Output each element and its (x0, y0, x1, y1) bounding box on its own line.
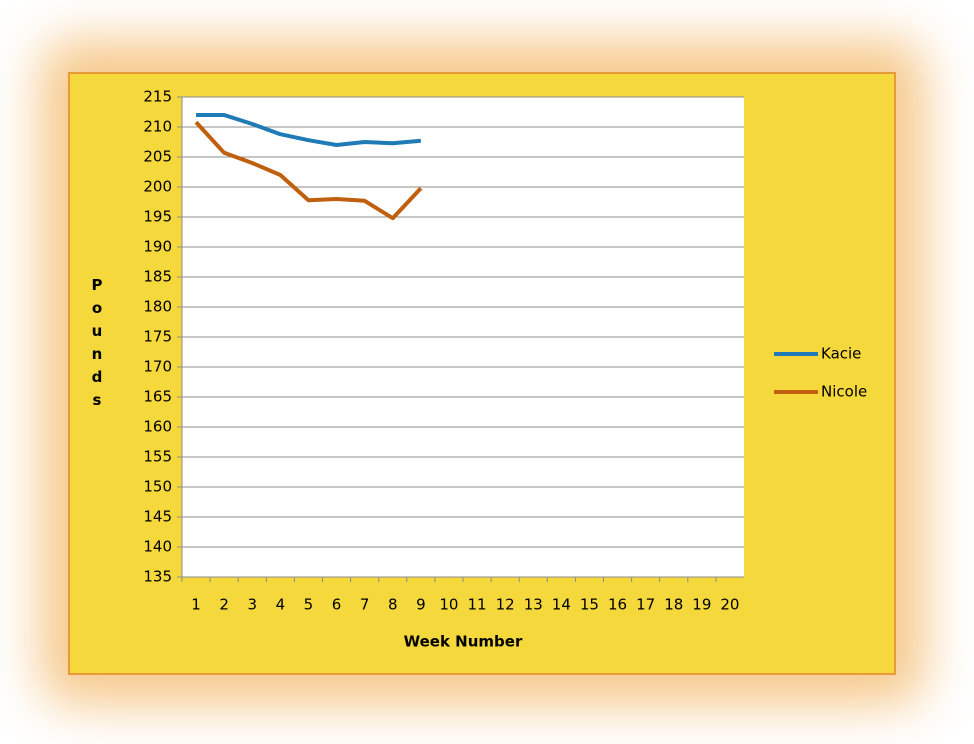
y-tick-label: 200 (143, 178, 172, 196)
x-tick-label: 20 (720, 596, 739, 614)
y-tick-label: 140 (143, 538, 172, 556)
y-axis-title: Pounds (88, 276, 106, 414)
y-tick-label: 155 (143, 448, 172, 466)
y-tick-label: 185 (143, 268, 172, 286)
y-tick-label: 205 (143, 148, 172, 166)
x-tick-label: 14 (552, 596, 571, 614)
y-tick-label: 170 (143, 358, 172, 376)
x-tick-label: 12 (496, 596, 515, 614)
x-tick-label: 4 (276, 596, 286, 614)
x-tick-label: 15 (580, 596, 599, 614)
x-tick-label: 18 (664, 596, 683, 614)
x-tick-label: 10 (439, 596, 458, 614)
y-tick-label: 150 (143, 478, 172, 496)
x-tick-label: 6 (332, 596, 342, 614)
x-tick-label: 11 (468, 596, 487, 614)
legend-label: Kacie (821, 345, 861, 363)
x-tick-label: 19 (692, 596, 711, 614)
x-tick-label: 3 (247, 596, 257, 614)
x-tick-label: 16 (608, 596, 627, 614)
legend-label: Nicole (821, 383, 867, 401)
y-tick-label: 190 (143, 238, 172, 256)
series-line (196, 113, 422, 147)
x-tick-label: 2 (219, 596, 229, 614)
x-axis-title: Week Number (404, 633, 523, 651)
y-tick-label: 175 (143, 328, 172, 346)
y-tick-label: 195 (143, 208, 172, 226)
y-tick-label: 210 (143, 118, 172, 136)
series-line (194, 120, 423, 221)
x-tick-label: 7 (360, 596, 370, 614)
x-tick-label: 1 (191, 596, 201, 614)
x-tick-label: 8 (388, 596, 398, 614)
x-tick-label: 9 (416, 596, 426, 614)
y-tick-label: 145 (143, 508, 172, 526)
y-tick-label: 180 (143, 298, 172, 316)
x-tick-label: 5 (304, 596, 314, 614)
x-tick-label: 13 (524, 596, 543, 614)
y-tick-label: 135 (143, 568, 172, 586)
x-tick-label: 17 (636, 596, 655, 614)
y-tick-label: 165 (143, 388, 172, 406)
y-tick-label: 160 (143, 418, 172, 436)
y-tick-label: 215 (143, 88, 172, 106)
